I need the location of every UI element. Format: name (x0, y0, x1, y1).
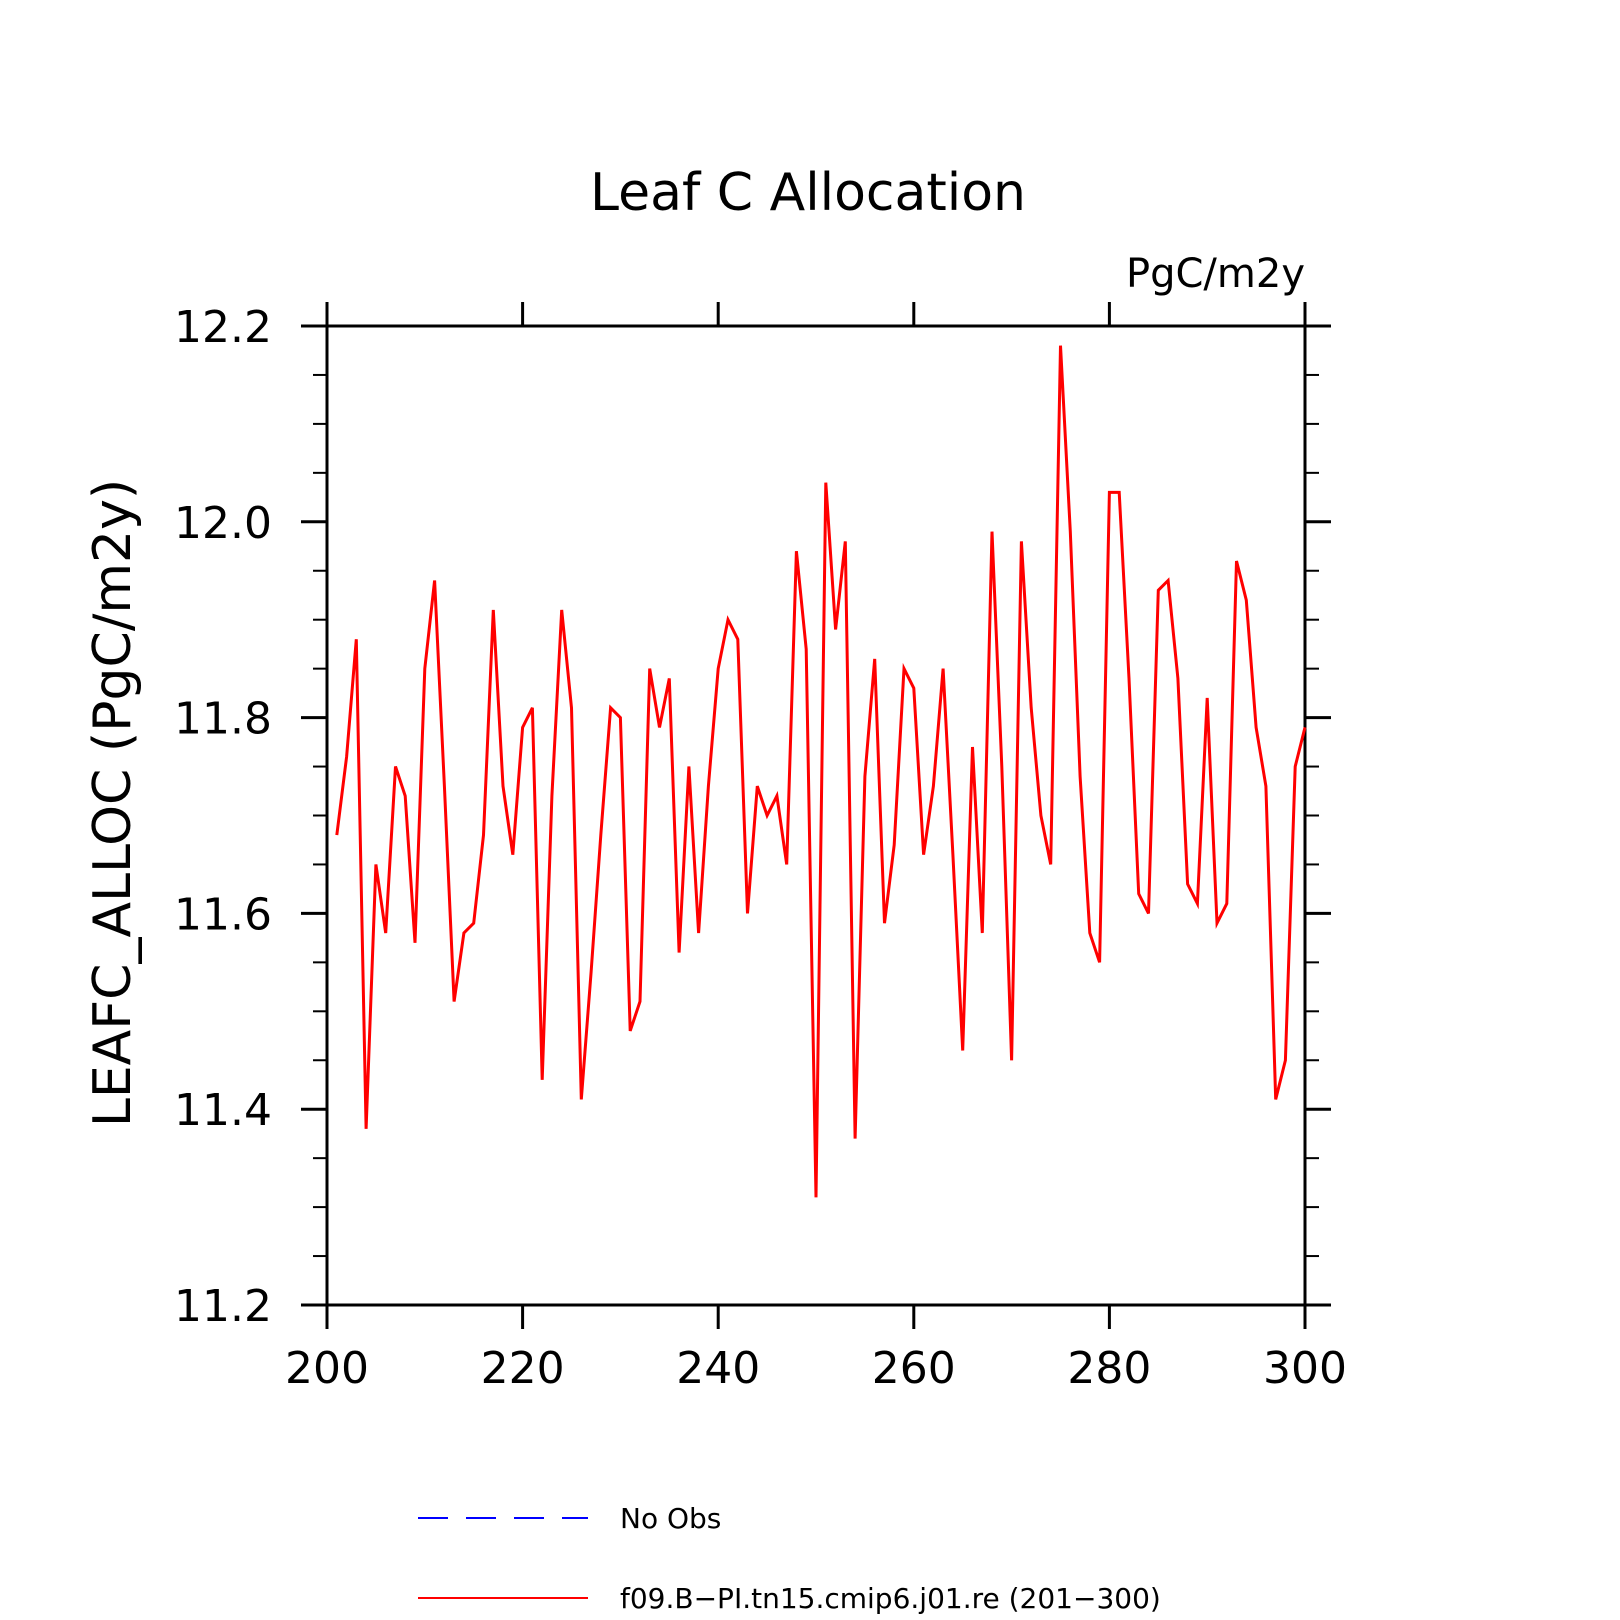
chart-title: Leaf C Allocation (590, 163, 1026, 223)
x-tick-label: 240 (676, 1343, 760, 1394)
x-tick-label: 220 (481, 1343, 565, 1394)
series-line (335, 345, 1307, 1198)
legend: No Obs f09.B−PI.tn15.cmip6.j01.re (201−3… (418, 1502, 1161, 1615)
y-tick-label: 12.0 (174, 498, 272, 549)
y-tick-label: 12.2 (174, 302, 272, 353)
legend-label-no-obs: No Obs (620, 1502, 721, 1535)
y-tick-label: 11.8 (174, 694, 272, 745)
y-tick-label: 11.4 (174, 1085, 272, 1136)
y-tick-label: 11.6 (174, 889, 272, 940)
series-layer (335, 345, 1307, 1198)
axes: 200 220 240 260 280 300 11.2 11.4 11.6 11.8 12.0 12… (174, 302, 1347, 1394)
y-tick-label: 11.2 (174, 1281, 272, 1332)
y-axis-label: LEAFC_ALLOC (PgC/m2y) (83, 479, 143, 1127)
units-label: PgC/m2y (1126, 251, 1305, 297)
x-tick-label: 200 (285, 1343, 369, 1394)
x-tick-label: 280 (1067, 1343, 1151, 1394)
legend-label-model: f09.B−PI.tn15.cmip6.j01.re (201−300) (620, 1582, 1161, 1615)
x-tick-label: 260 (872, 1343, 956, 1394)
x-tick-label: 300 (1263, 1343, 1347, 1394)
